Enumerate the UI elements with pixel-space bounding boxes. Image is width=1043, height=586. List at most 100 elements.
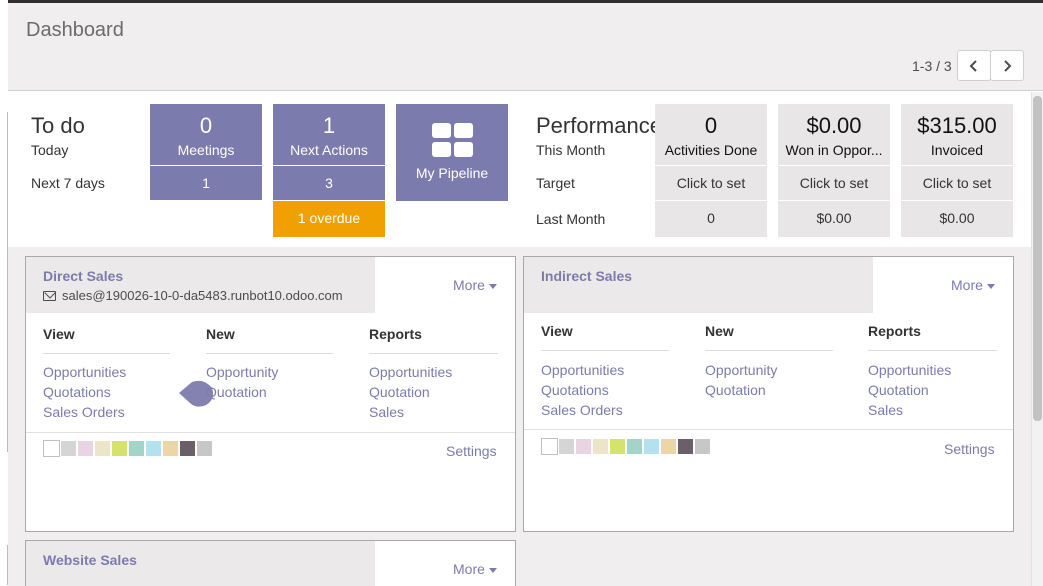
color-swatch[interactable] bbox=[94, 440, 111, 457]
new-heading: New bbox=[206, 326, 235, 342]
more-label: More bbox=[453, 277, 485, 293]
indirect-sales-card: Indirect Sales More View New Reports Opp… bbox=[523, 256, 1014, 532]
card-title[interactable]: Website Sales bbox=[43, 552, 137, 568]
pager-previous-button[interactable] bbox=[957, 50, 991, 81]
caret-down-icon bbox=[986, 283, 995, 289]
kpi-label: Invoiced bbox=[930, 142, 984, 158]
performance-title: Performance bbox=[536, 113, 662, 138]
color-swatch[interactable] bbox=[196, 440, 213, 457]
new-quotation-link[interactable]: Quotation bbox=[705, 382, 766, 398]
last-month-label: Last Month bbox=[536, 211, 606, 227]
overdue-badge[interactable]: 1 overdue bbox=[273, 201, 385, 237]
card-email: sales@190026-10-0-da5483.runbot10.odoo.c… bbox=[43, 288, 343, 303]
color-swatch[interactable] bbox=[558, 438, 575, 455]
kpi-target-set[interactable]: Click to set bbox=[901, 166, 1013, 200]
card-header: Direct Sales sales@190026-10-0-da5483.ru… bbox=[26, 257, 375, 313]
kpi-last-month: 0 bbox=[655, 201, 767, 237]
my-pipeline-label: My Pipeline bbox=[415, 165, 489, 181]
pager-next-button[interactable] bbox=[990, 50, 1024, 81]
view-sales-orders-link[interactable]: Sales Orders bbox=[43, 404, 125, 420]
direct-sales-card: Direct Sales sales@190026-10-0-da5483.ru… bbox=[25, 256, 516, 532]
color-swatch[interactable] bbox=[43, 440, 60, 457]
new-opportunity-link[interactable]: Opportunity bbox=[705, 362, 778, 378]
color-swatch[interactable] bbox=[592, 438, 609, 455]
divider bbox=[369, 353, 498, 354]
more-label: More bbox=[951, 277, 983, 293]
chevron-right-icon bbox=[1004, 59, 1012, 72]
report-quotation-link[interactable]: Quotation bbox=[868, 382, 929, 398]
color-picker[interactable] bbox=[541, 438, 711, 455]
divider bbox=[868, 350, 997, 351]
scrollbar-thumb[interactable] bbox=[1033, 96, 1042, 421]
report-opportunities-link[interactable]: Opportunities bbox=[868, 362, 952, 378]
control-panel: Dashboard 1-3 / 3 bbox=[8, 0, 1043, 91]
report-sales-link[interactable]: Sales bbox=[868, 402, 904, 418]
report-quotation-link[interactable]: Quotation bbox=[369, 384, 430, 400]
color-swatch[interactable] bbox=[111, 440, 128, 457]
view-opportunities-link[interactable]: Opportunities bbox=[541, 362, 625, 378]
color-swatch[interactable] bbox=[60, 440, 77, 457]
next-actions-tile[interactable]: 1 Next Actions bbox=[273, 104, 385, 165]
settings-link[interactable]: Settings bbox=[446, 443, 497, 459]
new-opportunity-link[interactable]: Opportunity bbox=[206, 364, 279, 380]
kpi-value: $0.00 bbox=[806, 113, 862, 138]
color-swatch[interactable] bbox=[162, 440, 179, 457]
report-opportunities-link[interactable]: Opportunities bbox=[369, 364, 453, 380]
settings-link[interactable]: Settings bbox=[944, 441, 995, 457]
color-swatch[interactable] bbox=[660, 438, 677, 455]
meetings-tile[interactable]: 0 Meetings bbox=[150, 104, 262, 165]
color-swatch[interactable] bbox=[145, 440, 162, 457]
card-header: Website Sales bbox=[26, 541, 375, 586]
kpi-activities-done: 0 Activities Done bbox=[655, 104, 767, 165]
next-actions-count: 1 bbox=[322, 113, 336, 138]
card-title[interactable]: Direct Sales bbox=[43, 268, 124, 284]
next-actions-label: Next Actions bbox=[290, 142, 368, 158]
divider bbox=[705, 350, 833, 351]
left-edge bbox=[0, 112, 8, 452]
more-dropdown[interactable]: More bbox=[453, 277, 497, 293]
website-sales-card: Website Sales More bbox=[25, 540, 516, 586]
left-edge-lower bbox=[0, 545, 8, 585]
more-dropdown[interactable]: More bbox=[951, 277, 995, 293]
color-swatch[interactable] bbox=[77, 440, 94, 457]
color-swatch[interactable] bbox=[128, 440, 145, 457]
card-title[interactable]: Indirect Sales bbox=[541, 268, 633, 284]
color-swatch[interactable] bbox=[677, 438, 694, 455]
target-label: Target bbox=[536, 175, 575, 191]
report-sales-link[interactable]: Sales bbox=[369, 404, 405, 420]
view-quotations-link[interactable]: Quotations bbox=[541, 382, 609, 398]
kpi-last-month: $0.00 bbox=[778, 201, 890, 237]
kpi-target-set[interactable]: Click to set bbox=[655, 166, 767, 200]
todo-title: To do bbox=[31, 113, 85, 138]
color-swatch[interactable] bbox=[541, 438, 558, 455]
color-swatch[interactable] bbox=[179, 440, 196, 457]
this-month-label: This Month bbox=[536, 142, 606, 158]
view-heading: View bbox=[43, 326, 75, 342]
more-dropdown[interactable]: More bbox=[453, 561, 497, 577]
next-7-days-label: Next 7 days bbox=[31, 175, 105, 191]
divider bbox=[524, 429, 1013, 430]
color-picker[interactable] bbox=[43, 440, 213, 457]
new-quotation-link[interactable]: Quotation bbox=[206, 384, 267, 400]
color-swatch[interactable] bbox=[626, 438, 643, 455]
envelope-icon bbox=[43, 290, 56, 301]
more-label: More bbox=[453, 561, 485, 577]
kpi-target-set[interactable]: Click to set bbox=[778, 166, 890, 200]
view-opportunities-link[interactable]: Opportunities bbox=[43, 364, 127, 380]
page-title: Dashboard bbox=[26, 19, 124, 41]
next-actions-next7[interactable]: 3 bbox=[273, 166, 385, 200]
meetings-label: Meetings bbox=[177, 142, 235, 158]
kpi-label: Activities Done bbox=[664, 142, 758, 158]
color-swatch[interactable] bbox=[575, 438, 592, 455]
divider bbox=[206, 353, 333, 354]
divider bbox=[26, 432, 515, 433]
color-swatch[interactable] bbox=[694, 438, 711, 455]
view-sales-orders-link[interactable]: Sales Orders bbox=[541, 402, 623, 418]
reports-heading: Reports bbox=[369, 326, 422, 342]
view-quotations-link[interactable]: Quotations bbox=[43, 384, 111, 400]
my-pipeline-tile[interactable]: My Pipeline bbox=[396, 104, 508, 201]
pager-value[interactable]: 1-3 / 3 bbox=[912, 58, 952, 74]
color-swatch[interactable] bbox=[643, 438, 660, 455]
color-swatch[interactable] bbox=[609, 438, 626, 455]
meetings-next7[interactable]: 1 bbox=[150, 166, 262, 200]
